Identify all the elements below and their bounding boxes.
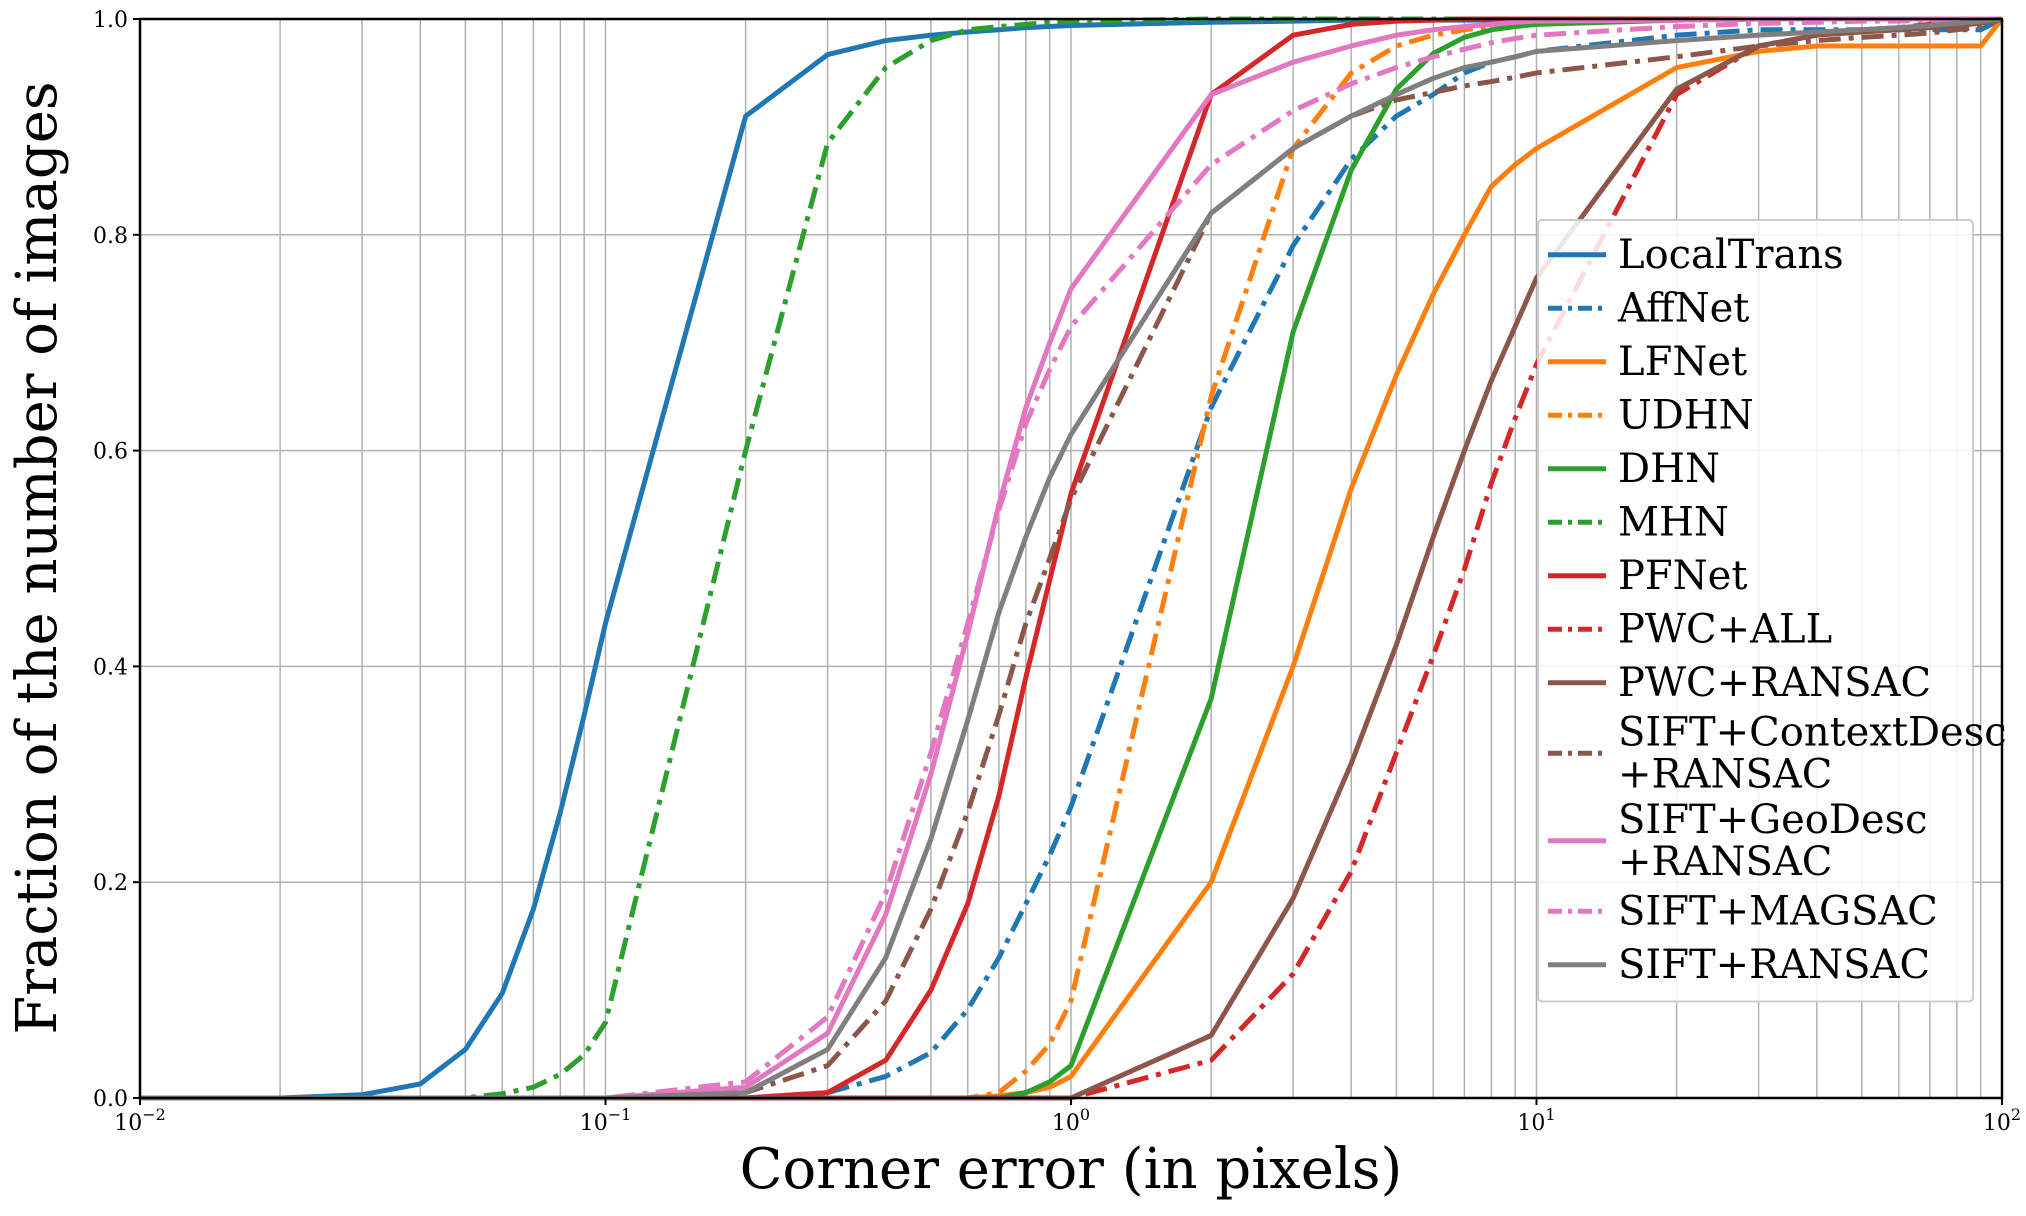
legend-label: MHN	[1618, 499, 1729, 545]
legend-label: LFNet	[1618, 339, 1747, 385]
legend-label: SIFT+GeoDesc +RANSAC	[1618, 797, 1928, 885]
legend-label: PWC+RANSAC	[1618, 660, 1931, 706]
legend-label: AffNet	[1617, 285, 1749, 331]
legend-label: SIFT+RANSAC	[1618, 942, 1930, 988]
x-tick-label: 101	[1517, 1105, 1555, 1136]
y-tick-label: 0.0	[93, 1087, 128, 1112]
x-axis-title: Corner error (in pixels)	[740, 1137, 1403, 1202]
y-tick-label: 0.2	[93, 871, 128, 896]
x-tick-label: 102	[1983, 1105, 2021, 1136]
axis-ticks: 10−2 10−1 100 101 102 0.0 0.2 0.4 0.6 0.8 1.0	[93, 8, 2021, 1136]
y-tick-label: 0.8	[93, 224, 128, 249]
legend-label: DHN	[1618, 446, 1720, 492]
legend-label: SIFT+ContextDesc +RANSAC	[1618, 709, 2007, 797]
legend-box	[1537, 219, 1974, 1003]
x-tick-label: 10−2	[114, 1105, 166, 1136]
legend-label: UDHN	[1618, 392, 1754, 438]
series-line	[140, 16, 2002, 1101]
legend: LocalTrans AffNet LFNet UDHN DHN MHN PFNet PWC+…	[1537, 219, 2007, 1003]
legend-label: PWC+ALL	[1618, 606, 1832, 652]
y-tick-label: 1.0	[93, 8, 128, 33]
y-axis-title: Fraction of the number of images	[5, 81, 70, 1034]
y-tick-label: 0.4	[93, 655, 128, 680]
legend-label: LocalTrans	[1618, 232, 1844, 278]
x-tick-label: 100	[1052, 1105, 1090, 1136]
x-tick-label: 10−1	[580, 1105, 632, 1136]
y-tick-label: 0.6	[93, 440, 128, 465]
legend-label: PFNet	[1618, 553, 1747, 599]
legend-label: SIFT+MAGSAC	[1618, 888, 1938, 934]
